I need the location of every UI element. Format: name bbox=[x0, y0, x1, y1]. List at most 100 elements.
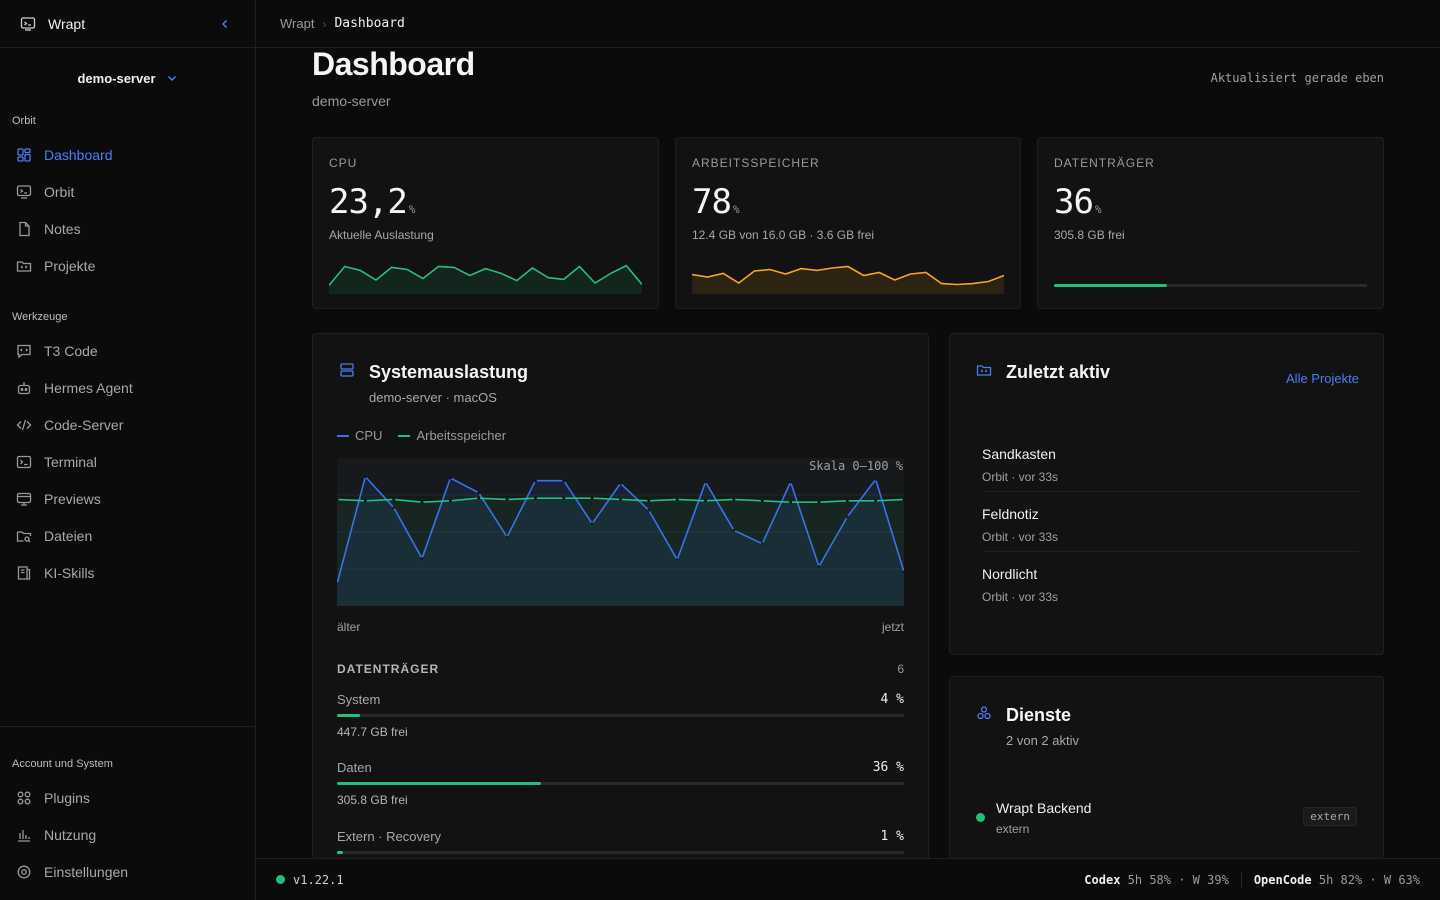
opencode-usage-value: 5h 82% · W 63% bbox=[1318, 872, 1420, 887]
disk-bar-fill bbox=[337, 851, 343, 854]
disk-usage-bar bbox=[1054, 284, 1367, 287]
data-point bbox=[817, 565, 821, 568]
disks-count: 6 bbox=[897, 662, 904, 676]
sidebar-item-label: Notes bbox=[44, 220, 81, 237]
data-point bbox=[420, 557, 424, 560]
data-point bbox=[590, 522, 594, 525]
sidebar-item-hermes-agent[interactable]: Hermes Agent bbox=[0, 369, 255, 406]
sidebar-item-code-server[interactable]: Code-Server bbox=[0, 406, 255, 443]
data-point bbox=[562, 496, 566, 500]
dashboard-icon bbox=[17, 147, 31, 162]
all-projects-link[interactable]: Alle Projekte bbox=[1286, 371, 1359, 386]
disk-bar-fill bbox=[337, 714, 360, 717]
cpu-stat-label: CPU bbox=[329, 156, 358, 170]
disk-value: 36 bbox=[1054, 182, 1094, 222]
recent-title: Zuletzt aktiv bbox=[1006, 362, 1111, 382]
recent-project-item[interactable]: Feldnotiz Orbit · vor 33s bbox=[982, 492, 1359, 552]
sidebar-item-einstellungen[interactable]: Einstellungen bbox=[0, 853, 255, 890]
service-item[interactable]: Wrapt Backend extern extern bbox=[974, 795, 1359, 855]
data-point bbox=[337, 582, 339, 586]
codex-usage[interactable]: Codex 5h 58% · W 39% bbox=[1084, 873, 1229, 887]
disk-bar bbox=[337, 851, 904, 854]
data-point bbox=[704, 499, 707, 503]
sparkline-area bbox=[329, 265, 642, 294]
sidebar-item-orbit[interactable]: Orbit bbox=[0, 173, 255, 210]
legend-memory-swatch bbox=[398, 434, 411, 437]
disk-bar bbox=[337, 714, 904, 717]
sidebar-item-label: T3 Code bbox=[44, 342, 98, 359]
folder-code-icon bbox=[16, 260, 32, 272]
project-meta: Orbit · vor 33s bbox=[982, 470, 1059, 484]
data-point bbox=[845, 515, 849, 519]
data-point bbox=[477, 496, 481, 500]
data-point bbox=[534, 479, 537, 483]
project-name: Sandkasten bbox=[982, 446, 1056, 462]
disk-stat-desc: 305.8 GB frei bbox=[1054, 228, 1125, 242]
cpu-stat-card: CPU 23,2% Aktuelle Auslastung bbox=[312, 137, 659, 309]
folder-code-icon bbox=[976, 365, 992, 376]
data-point bbox=[392, 498, 396, 501]
project-name: Feldnotiz bbox=[982, 506, 1039, 522]
sidebar-header: Wrapt bbox=[0, 0, 255, 48]
disk-name: Daten bbox=[337, 760, 372, 775]
data-point bbox=[760, 542, 764, 546]
memory-sparkline bbox=[692, 265, 1004, 294]
memory-stat-desc: 12.4 GB von 16.0 GB · 3.6 GB frei bbox=[692, 228, 875, 242]
disk-free: 305.8 GB frei bbox=[337, 793, 408, 807]
page-subtitle: demo-server bbox=[312, 93, 391, 109]
data-point bbox=[505, 498, 509, 501]
bot-icon bbox=[17, 381, 31, 394]
breadcrumb-current: Dashboard bbox=[334, 16, 405, 31]
app-logo-icon bbox=[20, 16, 36, 32]
memory-stat-card: ARBEITSSPEICHER 78% 12.4 GB von 16.0 GB … bbox=[675, 137, 1021, 309]
data-point bbox=[874, 499, 878, 503]
project-meta: Orbit · vor 33s bbox=[982, 530, 1059, 544]
services-title: Dienste bbox=[1006, 705, 1072, 725]
plugins-icon bbox=[17, 791, 31, 804]
sidebar-item-previews[interactable]: Previews bbox=[0, 480, 255, 517]
recent-project-item[interactable]: Nordlicht Orbit · vor 33s bbox=[982, 552, 1359, 612]
sparkline-line bbox=[329, 264, 642, 286]
legend-memory: Arbeitsspeicher bbox=[398, 428, 506, 443]
sidebar-item-dateien[interactable]: Dateien bbox=[0, 517, 255, 554]
data-point bbox=[760, 499, 764, 503]
sidebar-item-projekte[interactable]: Projekte bbox=[0, 247, 255, 284]
sidebar-item-terminal[interactable]: Terminal bbox=[0, 443, 255, 480]
cpu-sparkline bbox=[329, 264, 642, 294]
divider bbox=[1240, 871, 1242, 888]
sidebar-item-label: Hermes Agent bbox=[44, 379, 133, 396]
preview-icon bbox=[16, 492, 32, 506]
sidebar-item-label: Nutzung bbox=[44, 826, 97, 843]
file-icon bbox=[19, 221, 30, 236]
sidebar-item-ki-skills[interactable]: KI-Skills bbox=[0, 554, 255, 591]
sidebar-item-nutzung[interactable]: Nutzung bbox=[0, 816, 255, 853]
disk-bar-fill bbox=[337, 782, 542, 785]
sidebar-item-t3-code[interactable]: T3 Code bbox=[0, 332, 255, 369]
breadcrumb-root[interactable]: Wrapt bbox=[280, 16, 315, 31]
sidebar-item-dashboard[interactable]: Dashboard bbox=[0, 136, 255, 173]
memory-value: 78 bbox=[692, 182, 732, 222]
recent-project-item[interactable]: Sandkasten Orbit · vor 33s bbox=[982, 432, 1359, 492]
sidebar-item-label: Orbit bbox=[44, 183, 75, 200]
sidebar-item-notes[interactable]: Notes bbox=[0, 210, 255, 247]
recent-activity-card: Zuletzt aktiv Alle Projekte Sandkasten O… bbox=[949, 333, 1384, 655]
system-load-subtitle: demo-server · macOS bbox=[369, 390, 497, 405]
cpu-stat-desc: Aktuelle Auslastung bbox=[329, 228, 434, 242]
memory-unit: % bbox=[732, 203, 740, 216]
data-point bbox=[363, 499, 367, 503]
series-area-memory bbox=[337, 498, 904, 606]
opencode-usage[interactable]: OpenCode 5h 82% · W 63% bbox=[1254, 873, 1420, 887]
sidebar-section-werkzeuge: Werkzeuge bbox=[12, 311, 68, 323]
server-selector[interactable]: demo-server bbox=[0, 48, 255, 108]
project-name: Nordlicht bbox=[982, 566, 1038, 582]
sidebar-item-plugins[interactable]: Plugins bbox=[0, 779, 255, 816]
data-point bbox=[732, 498, 736, 501]
system-load-title: Systemauslastung bbox=[369, 362, 529, 382]
system-load-chart: Skala 0–100 % bbox=[337, 458, 904, 606]
data-point bbox=[562, 479, 566, 483]
last-updated-text: Aktualisiert gerade eben bbox=[1210, 71, 1384, 85]
disks-header: DATENTRÄGER bbox=[337, 662, 440, 676]
collapse-sidebar-button[interactable] bbox=[215, 14, 235, 34]
data-point bbox=[845, 499, 849, 503]
data-point bbox=[477, 491, 481, 495]
